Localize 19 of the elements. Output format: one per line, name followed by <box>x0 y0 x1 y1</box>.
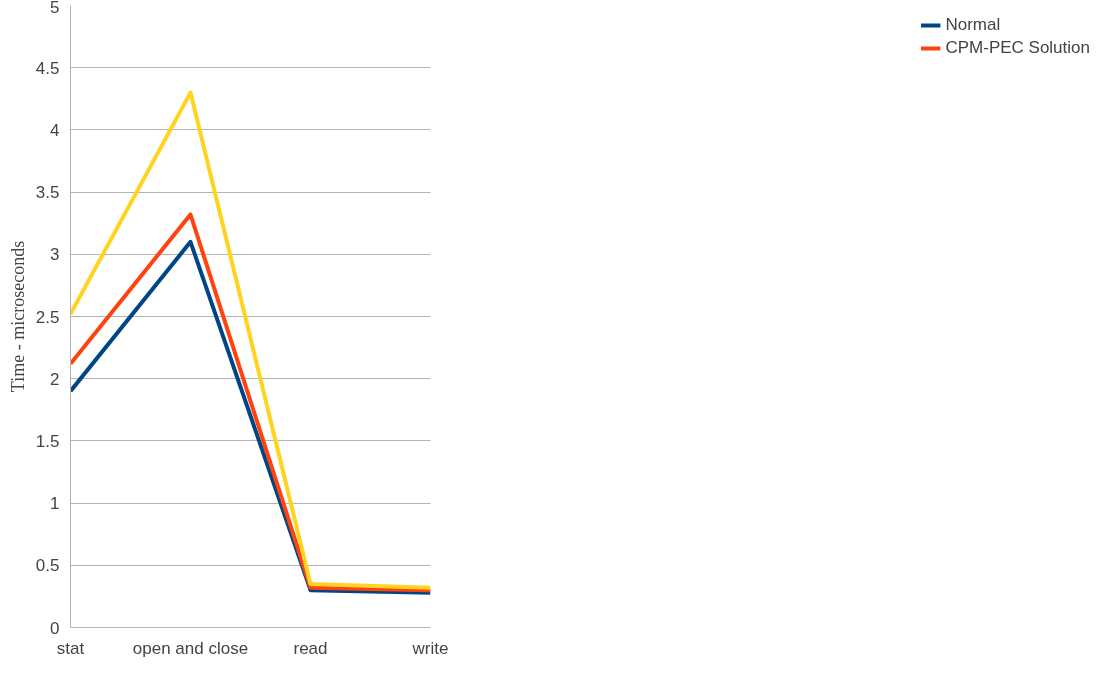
y-tick-label: 2 <box>50 369 60 389</box>
y-axis-title: Time - microseconds <box>7 240 28 393</box>
y-tick-label: 5 <box>50 0 60 17</box>
line-series <box>70 90 431 590</box>
y-tick-label: 0.5 <box>35 556 60 576</box>
y-tick-label: 1 <box>50 494 60 514</box>
x-tick-label: read <box>293 638 328 658</box>
y-tick-label: 4.5 <box>35 58 60 78</box>
y-tick-label: 4 <box>50 120 60 140</box>
y-tick-label: 2.5 <box>35 307 60 327</box>
x-tick-label: open and close <box>132 638 249 658</box>
y-tick-label: 3 <box>50 245 60 265</box>
x-tick-label: write <box>411 638 449 658</box>
y-tick-label: 1.5 <box>35 431 60 451</box>
y-tick-label: 3.5 <box>35 183 60 203</box>
x-tick-label: stat <box>56 638 85 658</box>
y-tick-label: 0 <box>50 618 60 638</box>
legend-label: CPM-PEC Solution <box>945 38 1090 58</box>
legend-label: Normal <box>945 15 1001 35</box>
